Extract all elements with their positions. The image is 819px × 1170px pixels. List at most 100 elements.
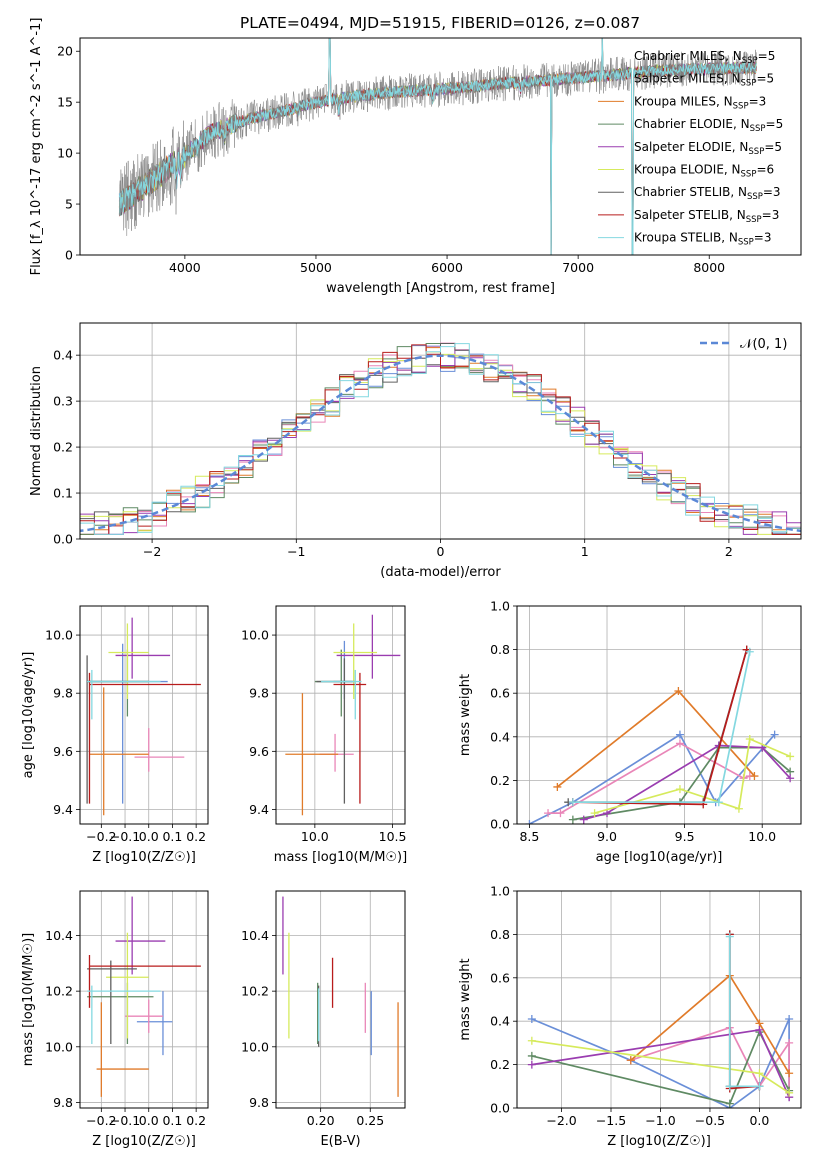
x-tick-label: −1.5	[596, 1113, 626, 1128]
x-tick-label: −0.2	[86, 829, 116, 844]
y-tick-label: 0	[65, 248, 73, 263]
weight-point-chabrier-miles	[525, 820, 534, 824]
y-tick-label: 5	[65, 197, 73, 212]
x-axis-label: Z [log10(Z/Z☉)]	[92, 1134, 196, 1149]
x-tick-label: 0.0	[139, 829, 159, 844]
y-tick-label: 0.0	[53, 532, 73, 547]
weight-line-salpeter-elodie	[583, 744, 791, 821]
axes-overlay: −2 −1 0 1 2 0.0 0.1 0.2 0.3 0.4 (data-model)/error…	[29, 322, 802, 580]
x-axis-label: wavelength [Angstrom, rest frame]	[326, 281, 555, 296]
weight-point-kroupa-elodie	[675, 785, 684, 794]
x-tick-label: −0.5	[695, 1113, 725, 1128]
axes-mass-vs-EBV: 0.20 0.25 9.8 10.0 10.2 10.4 E(B-V)	[241, 890, 406, 1149]
weight-point-salpeter-miles	[785, 1038, 794, 1047]
weight-point-kroupa-elodie	[755, 1069, 764, 1078]
y-tick-label: 0.6	[490, 970, 510, 985]
y-tick-label: 15	[57, 95, 73, 110]
weight-point-kroupa-stelib	[568, 798, 577, 807]
x-tick-label: −2.0	[546, 1113, 576, 1128]
axes-overlay: 8.5 9.0 9.5 10.0 0.0 0.2 0.4 0.6 0.8 1.0 age [log1…	[458, 599, 802, 865]
y-tick-label: 0.4	[490, 1014, 510, 1029]
weight-point-kroupa-miles	[674, 687, 683, 696]
weight-point-chabrier-miles	[675, 730, 684, 739]
axes-frame	[79, 37, 802, 256]
y-tick-label: 10.0	[241, 1039, 269, 1054]
x-tick-label: −2	[143, 544, 161, 559]
y-tick-label: 9.8	[249, 686, 269, 701]
x-tick-label: 9.5	[675, 829, 695, 844]
legend-gaussian-label: 𝒩(0, 1)	[740, 337, 787, 352]
weight-point-kroupa-elodie	[745, 734, 754, 743]
y-tick-label: 9.4	[53, 802, 73, 817]
weight-point-salpeter-miles	[675, 739, 684, 748]
plot-area	[80, 342, 801, 535]
axes-overlay: 0.20 0.25 9.8 10.0 10.2 10.4 E(B-V)	[241, 890, 406, 1149]
y-tick-label: 10.0	[45, 1039, 73, 1054]
x-tick-label: 0.2	[186, 829, 206, 844]
plot-area	[527, 930, 794, 1108]
weight-point-chabrier-elodie	[527, 1051, 536, 1060]
axes-overlay: 10.0 10.5 9.4 9.6 9.8 10.0 mass [log10(M/M☉)]	[241, 605, 407, 865]
axes-frame	[79, 605, 209, 825]
weight-point-salpeter-elodie	[755, 1025, 764, 1034]
weight-line-chabrier-stelib	[728, 934, 760, 1088]
y-tick-label: 9.4	[249, 802, 269, 817]
x-tick-label: −1	[287, 544, 305, 559]
x-tick-label: 8.5	[519, 829, 539, 844]
legend-label-kroupa-elodie: Kroupa ELODIE, NSSP=6	[634, 163, 774, 180]
x-tick-label: 6000	[431, 260, 463, 275]
legend-label-chabrier-stelib: Chabrier STELIB, NSSP=3	[634, 185, 781, 202]
x-tick-label: 0.0	[139, 1113, 159, 1128]
y-tick-label: 9.8	[249, 1095, 269, 1110]
plot-area	[87, 896, 201, 1097]
axes-frame	[516, 605, 802, 825]
x-tick-label: −1.0	[645, 1113, 675, 1128]
x-tick-label: −0.2	[86, 1113, 116, 1128]
x-tick-label: 0.25	[356, 1113, 384, 1128]
weight-point-chabrier-miles	[527, 1015, 536, 1024]
x-tick-label: 10.5	[379, 829, 407, 844]
weight-point-chabrier-miles	[785, 1015, 794, 1024]
x-tick-label: 10.0	[748, 829, 776, 844]
y-tick-label: 10.4	[45, 928, 73, 943]
y-tick-label: 0.2	[53, 440, 73, 455]
axes-overlay: −0.2−0.10.0 0.1 0.2 9.4 9.6 9.8 10.0 Z [log10(Z…	[21, 605, 209, 865]
weight-point-salpeter-elodie	[579, 815, 588, 824]
weight-line-chabrier-stelib	[568, 649, 748, 804]
legend-label-kroupa-miles: Kroupa MILES, NSSP=3	[634, 94, 766, 111]
spectrum-data	[119, 38, 757, 255]
y-tick-label: 0.3	[53, 394, 73, 409]
y-tick-label: 9.8	[53, 1095, 73, 1110]
y-tick-label: 0.0	[490, 1101, 510, 1116]
x-axis-label: mass [log10(M/M☉)]	[274, 850, 407, 865]
figure-title: PLATE=0494, MJD=51915, FIBERID=0126, z=0…	[240, 14, 640, 32]
y-tick-label: 0.8	[490, 927, 510, 942]
y-tick-label: 0.6	[490, 686, 510, 701]
weight-line-salpeter-stelib	[728, 934, 760, 1090]
axes-spectrum: 4000 5000 6000 7000 8000 0 5 10 15 20 wavelength […	[29, 18, 802, 296]
x-tick-label: 0.0	[749, 1113, 769, 1128]
axes-age-vs-Z: −0.2−0.10.0 0.1 0.2 9.4 9.6 9.8 10.0 Z [log10(Z…	[21, 605, 209, 865]
axes-mass-vs-Z: −0.2−0.10.0 0.1 0.2 9.8 10.0 10.2 10.4 Z [log10…	[21, 890, 209, 1149]
axes-overlay: −0.2−0.10.0 0.1 0.2 9.8 10.0 10.2 10.4 Z [log10…	[21, 890, 209, 1149]
x-tick-label: 0.20	[307, 1113, 335, 1128]
weight-point-kroupa-miles	[785, 1069, 794, 1078]
weight-point-salpeter-miles	[556, 809, 565, 818]
plot-area	[86, 617, 201, 816]
legend-label-salpeter-miles: Salpeter MILES, NSSP=5	[634, 72, 774, 89]
axes-frame	[79, 890, 209, 1109]
weight-point-salpeter-elodie	[527, 1060, 536, 1069]
x-axis-label: E(B-V)	[320, 1134, 360, 1149]
weight-point-salpeter-elodie	[786, 774, 795, 783]
weight-point-kroupa-elodie	[786, 752, 795, 761]
weight-point-chabrier-elodie	[725, 1099, 734, 1108]
x-tick-label: 9.0	[597, 829, 617, 844]
y-axis-label: mass weight	[458, 674, 473, 756]
weight-line-chabrier-elodie	[572, 746, 791, 821]
weight-point-chabrier-miles	[770, 730, 779, 739]
weight-point-kroupa-stelib	[725, 1082, 734, 1091]
weight-point-kroupa-stelib	[725, 932, 734, 941]
weight-point-chabrier-elodie	[568, 815, 577, 824]
axes-mass-weight-vs-Z: −2.0 −1.5 −1.0 −0.5 0.0 0.0 0.2 0.4 0.6 0.8 1.0 Z […	[458, 884, 802, 1149]
x-tick-label: −0.1	[110, 1113, 140, 1128]
